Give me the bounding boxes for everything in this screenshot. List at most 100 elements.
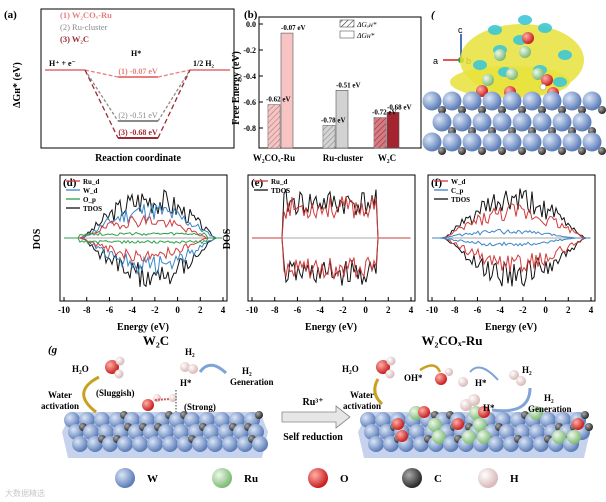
legend-label: W_d — [451, 178, 466, 186]
legend-atom-h — [478, 468, 498, 488]
ru-atom — [482, 74, 494, 86]
w-atom — [117, 436, 133, 452]
panel-a-xlabel: Reaction coordinate — [95, 153, 181, 164]
dos-curve-up — [252, 188, 410, 239]
xtick-label: -8 — [83, 305, 91, 315]
ru-atom — [432, 430, 446, 444]
right-h2o: H₂O — [342, 364, 359, 374]
panel-b-bars: -0.62 eV -0.07 eV W₂COₓ-Ru -0.78 eV -0.51 eV… — [253, 24, 412, 163]
w-atom — [522, 91, 542, 111]
panel-a-letter: (a) — [4, 9, 17, 21]
w2c-surface — [62, 411, 268, 458]
dos-curve-down — [252, 237, 410, 280]
legend-gh: ΔGʜ* — [356, 31, 375, 40]
h-atom — [385, 369, 395, 379]
w-atom — [518, 436, 534, 452]
c-atom — [498, 147, 506, 155]
c-atom — [598, 106, 606, 114]
connector-right — [157, 69, 191, 122]
bar-goh-hatch — [268, 104, 280, 148]
right-generation: Generation — [528, 404, 572, 414]
o-atom — [142, 399, 154, 411]
xtick-label: -6 — [474, 305, 482, 315]
ru-atom — [529, 406, 543, 420]
w-atom — [562, 91, 582, 111]
c-atom — [458, 147, 466, 155]
h-atom — [468, 394, 480, 406]
o-atom — [478, 406, 490, 418]
dos-curve-up — [432, 203, 590, 239]
left-strong: (Strong) — [184, 402, 216, 412]
bar-goh-label: -0.78 eV — [321, 116, 346, 124]
charge-depletion — [518, 15, 532, 25]
left-sluggish: (Sluggish) — [96, 388, 135, 398]
o-atom — [435, 373, 447, 385]
legend-atom-w — [115, 468, 135, 488]
w-atom — [582, 91, 602, 111]
w-atom — [132, 436, 148, 452]
level-value-label: (2) -0.51 eV — [118, 111, 158, 120]
o-atom — [418, 406, 430, 418]
c-atom — [538, 147, 546, 155]
bar-gh — [280, 32, 294, 149]
legend-label: Ru_d — [83, 178, 99, 186]
w-atom — [502, 91, 522, 111]
charge-depletion — [558, 50, 572, 60]
left-gen-h2: H₂ — [242, 366, 252, 376]
category-label: W₂COₓ-Ru — [253, 153, 295, 163]
connector-right — [157, 69, 191, 78]
dos-curve-down — [432, 237, 590, 274]
legend-label: TDOS — [451, 196, 470, 204]
left-activation: activation — [41, 401, 79, 411]
left-h2o: H₂O — [72, 364, 89, 374]
xtick-label: -6 — [106, 305, 114, 315]
ru-atom — [494, 49, 506, 61]
xtick-label: -10 — [426, 305, 438, 315]
panel-c: ( c a b — [422, 3, 606, 163]
w-atom — [252, 436, 268, 452]
right-activation: activation — [343, 401, 381, 411]
bond-dashed — [154, 398, 171, 401]
panel-e-ylabel: DOS — [222, 228, 233, 249]
panel-f-frame — [427, 174, 596, 302]
dos-curve-down — [64, 237, 222, 262]
c-atom — [585, 423, 593, 431]
h-atom — [180, 362, 190, 372]
xtick-label: -4 — [128, 305, 136, 315]
dos-curve-up — [64, 231, 222, 239]
panel-d-letter: (d) — [63, 177, 77, 189]
oh-arrow — [419, 364, 442, 373]
w-atom — [522, 132, 542, 152]
title-w2cox-ru: W₂COₓ-Ru — [421, 333, 482, 348]
panel-b-yticks: 0.0 -0.2 -0.4 -0.6 -0.8 — [243, 20, 263, 133]
ru-atom — [428, 418, 442, 432]
dos-curve-up — [432, 188, 590, 239]
atom-legend: W Ru O C H — [115, 468, 519, 488]
w2c-slab — [422, 91, 606, 155]
w-atom — [442, 132, 462, 152]
w-atom — [462, 132, 482, 152]
w-atom — [502, 132, 522, 152]
legend-w2c: (3) W₂C — [60, 34, 89, 44]
panel-b-letter: (b) — [244, 9, 258, 21]
w-atom — [72, 436, 88, 452]
xtick-label: 0 — [175, 305, 180, 315]
o-atom — [376, 360, 390, 374]
water-activation-arrow-left — [82, 375, 100, 414]
legend-atom-label: Ru — [244, 473, 258, 485]
legend-swatch-goh — [339, 19, 355, 28]
c-atom — [581, 411, 589, 419]
left-hstar: H* — [180, 378, 192, 388]
xtick-label: 2 — [198, 305, 203, 315]
ru-atom — [532, 68, 544, 80]
ru-atom — [477, 430, 491, 444]
legend-label: C_p — [451, 187, 464, 195]
xtick-label: 2 — [566, 305, 571, 315]
panel-a: (a) ΔGʜ* (eV) Reaction coordinate (1) W₂… — [4, 8, 235, 164]
w-atom — [432, 112, 452, 132]
bar-goh-hatch — [374, 117, 386, 148]
dos-curve-down — [64, 237, 222, 288]
